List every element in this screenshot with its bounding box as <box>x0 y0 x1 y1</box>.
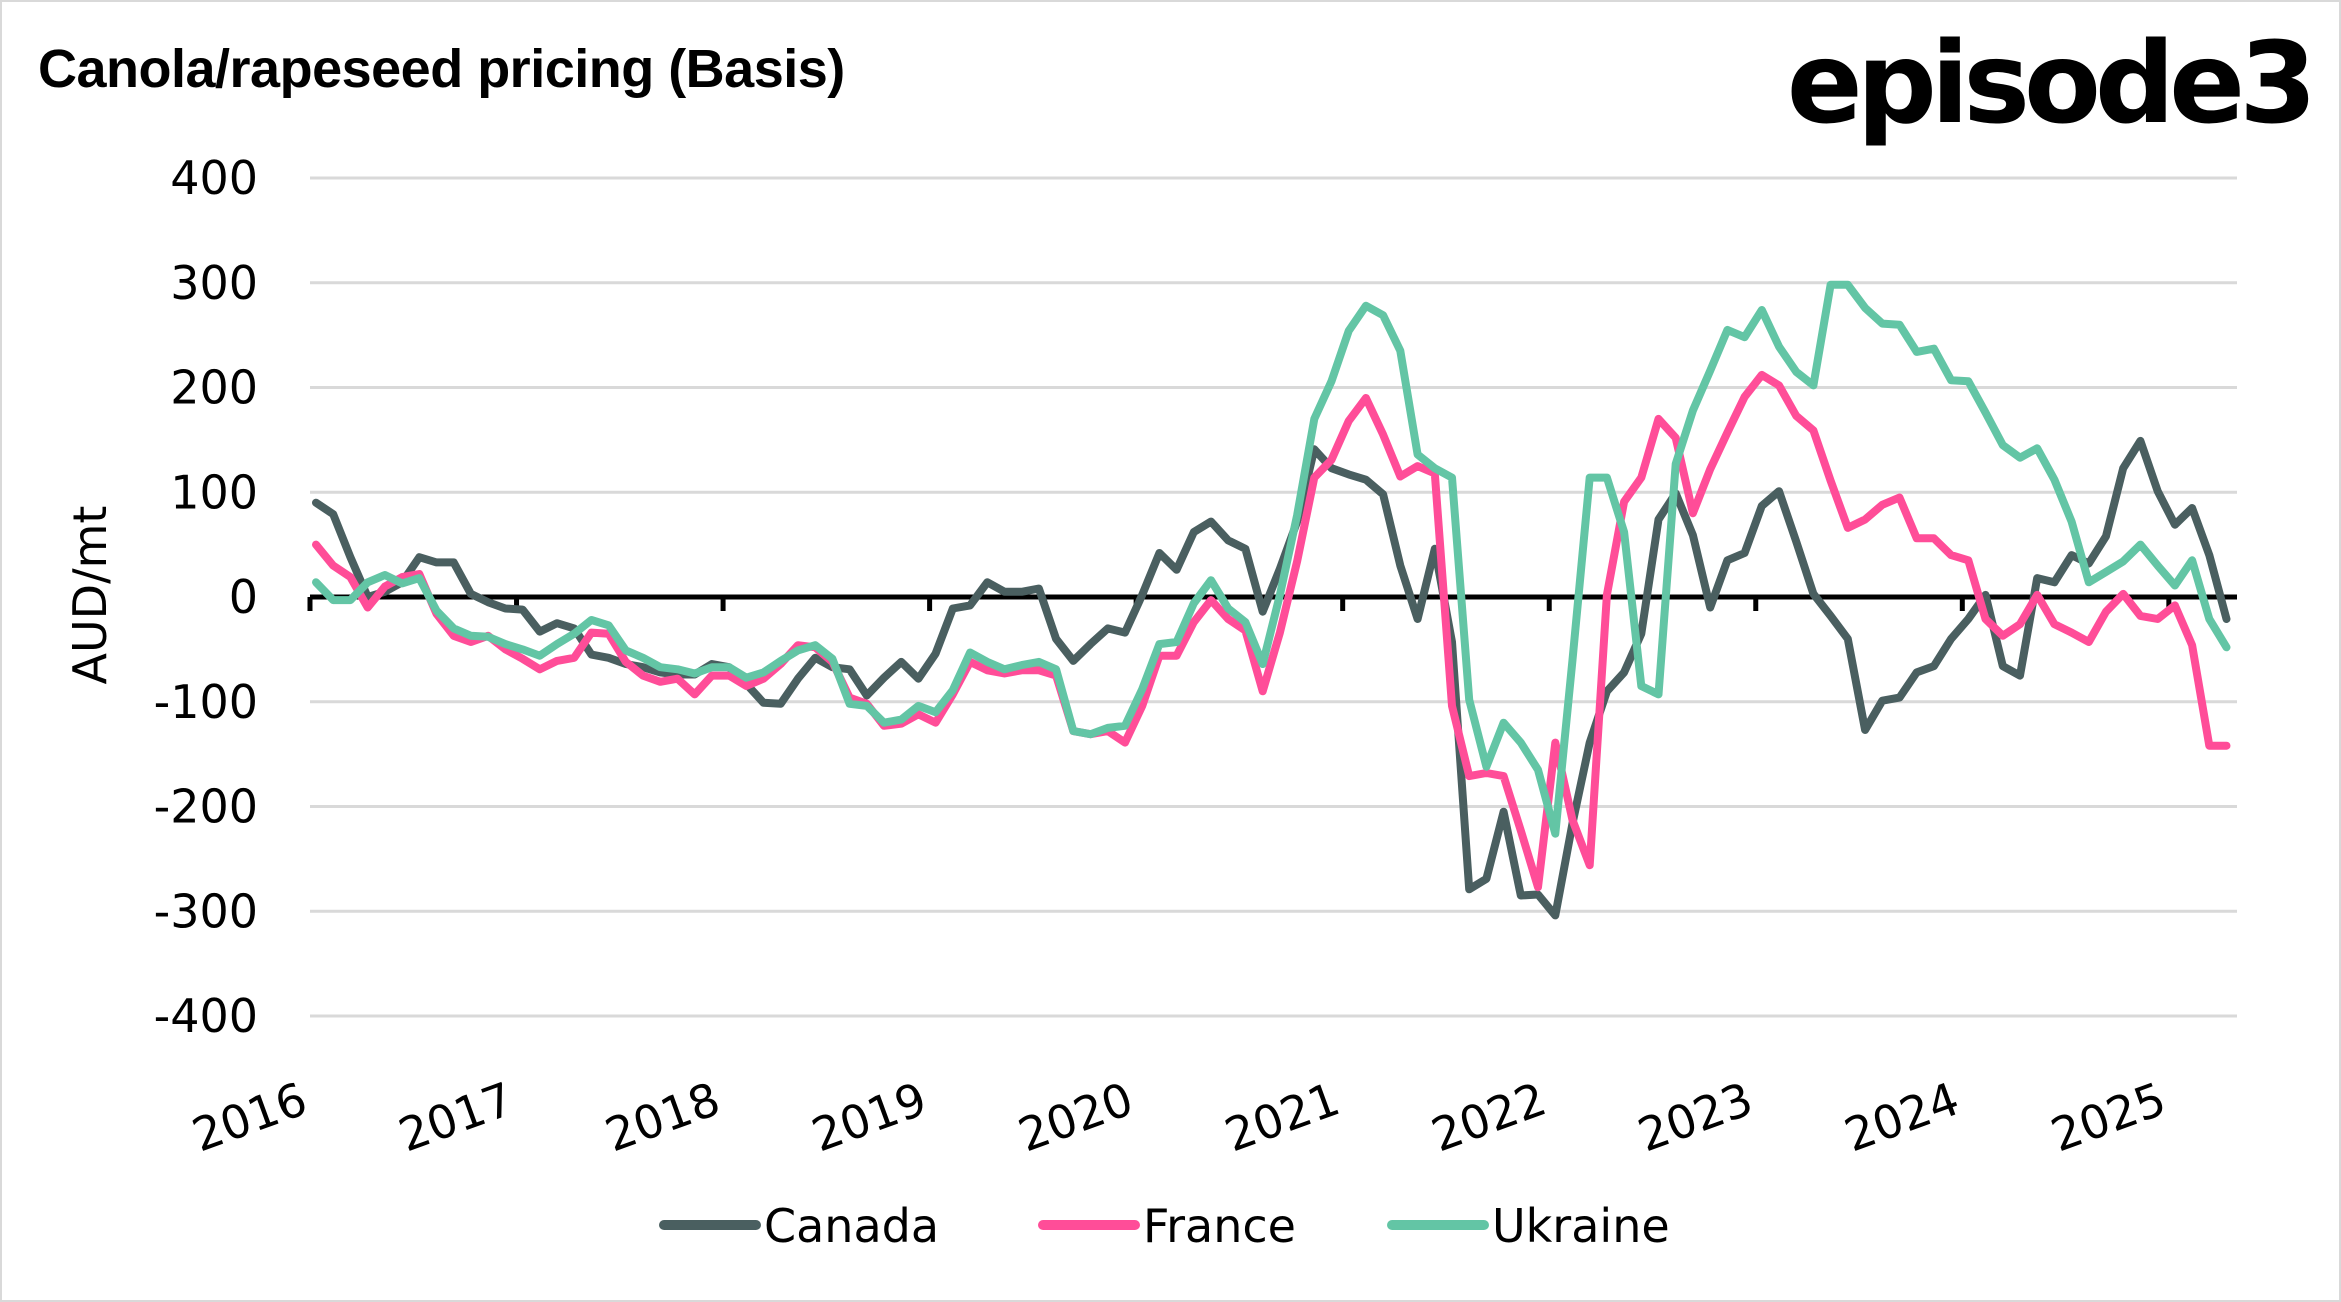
x-tick-label: 2018 <box>598 1072 726 1163</box>
legend-item-ukraine: Ukraine <box>1387 1199 1670 1253</box>
x-tick-label: 2017 <box>392 1072 520 1163</box>
gridlines <box>310 176 2237 1018</box>
chart-title: Canola/rapeseed pricing (Basis) <box>38 39 845 99</box>
y-axis-tick-labels: 400 300 200 100 0 -100 -200 -300 -400 <box>154 151 258 1043</box>
y-tick-label: -100 <box>154 675 258 729</box>
x-tick-label: 2023 <box>1631 1072 1759 1163</box>
y-tick-label: 400 <box>170 151 258 205</box>
brand-logo: episode3 <box>1786 19 2317 149</box>
legend-item-france: France <box>1038 1199 1296 1253</box>
y-tick-label: -300 <box>154 884 258 938</box>
y-tick-label: 0 <box>229 570 258 624</box>
y-tick-label: 100 <box>170 465 258 519</box>
x-tick-label: 2024 <box>1838 1072 1966 1163</box>
y-tick-label: -200 <box>154 780 258 834</box>
legend-label: France <box>1143 1199 1296 1253</box>
series-line-france <box>312 370 2231 892</box>
x-tick-label: 2020 <box>1011 1072 1139 1163</box>
x-tick-label: 2022 <box>1425 1072 1553 1163</box>
legend: Canada France Ukraine <box>659 1199 1670 1253</box>
legend-item-canada: Canada <box>659 1199 939 1253</box>
x-tick-label: 2021 <box>1218 1072 1346 1163</box>
x-tick-label: 2019 <box>805 1072 933 1163</box>
x-axis <box>307 594 2237 611</box>
y-tick-label: -400 <box>154 989 258 1043</box>
y-axis-title: AUD/mt <box>63 506 117 685</box>
legend-label: Ukraine <box>1492 1199 1670 1253</box>
series-lines <box>312 280 2231 920</box>
y-tick-label: 300 <box>170 256 258 310</box>
x-tick-label: 2016 <box>185 1072 313 1163</box>
series-line-canada <box>312 436 2231 920</box>
x-tick-label: 2025 <box>2044 1072 2172 1163</box>
x-axis-tick-labels: 2016 2017 2018 2019 2020 2021 2022 2023 2024 2025 <box>185 1072 2172 1163</box>
legend-label: Canada <box>764 1199 939 1253</box>
series-line-ukraine <box>312 280 2231 838</box>
y-tick-label: 200 <box>170 361 258 415</box>
